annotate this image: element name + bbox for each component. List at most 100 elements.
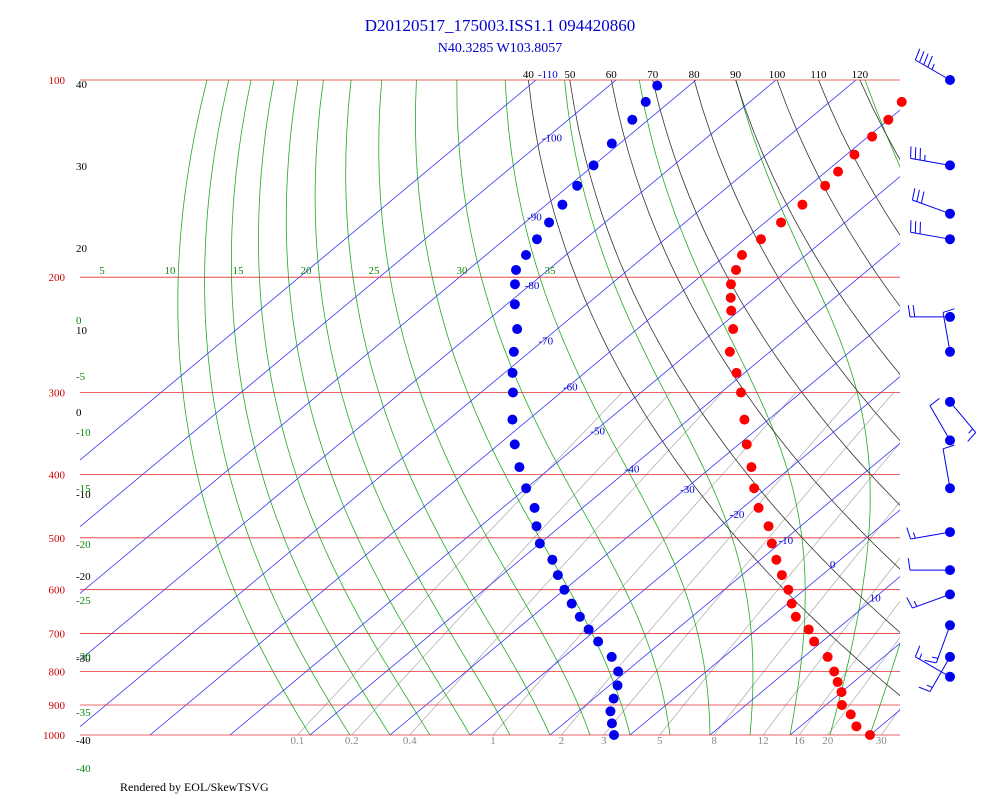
dewpoint-point — [572, 180, 583, 191]
theta-e-label-left: -5 — [76, 371, 86, 383]
wind-barb-flag — [907, 304, 911, 318]
temperature-point — [865, 730, 875, 740]
dewpoint-point — [507, 387, 518, 398]
pressure-label: 700 — [49, 629, 66, 641]
wind-barb-staff — [915, 656, 951, 678]
dewpoint-point — [574, 611, 585, 622]
moist-adiabat — [314, 80, 511, 735]
wind-barb-flag — [931, 63, 935, 70]
wind-barb-flag — [919, 653, 923, 660]
dry-adiabat — [693, 80, 900, 442]
theta-label-left: 40 — [76, 79, 88, 91]
isotherm — [309, 242, 900, 735]
wind-barb-flag — [920, 191, 925, 204]
theta-e-label-left: -30 — [76, 651, 91, 663]
wind-barb-flag — [913, 600, 918, 607]
mixing-ratio-label: 20 — [822, 735, 834, 747]
temperature-point — [822, 651, 833, 662]
theta-label-top: 60 — [606, 69, 618, 81]
isotherm-label: -80 — [525, 280, 540, 292]
mixing-ratio-line — [713, 501, 900, 735]
dewpoint-point — [605, 706, 616, 717]
wind-barb-staff — [910, 157, 951, 166]
temperature-point — [867, 131, 878, 142]
mixing-ratio-label: 0.2 — [345, 735, 359, 747]
temperature-point — [755, 234, 766, 245]
dewpoint-point — [547, 554, 558, 565]
mixing-ratio-label: 16 — [794, 735, 806, 747]
wind-barb-flag — [923, 53, 929, 65]
mixing-ratio-line — [561, 392, 857, 735]
mixing-ratio-line — [603, 392, 894, 735]
wind-barb-staff — [912, 593, 951, 609]
theta-label-top: 90 — [730, 69, 742, 81]
theta-e-label-left: -25 — [76, 595, 91, 607]
dewpoint-point — [531, 521, 542, 532]
temperature-point — [776, 570, 787, 581]
moist-adiabat — [638, 80, 806, 735]
temperature-point — [786, 598, 797, 609]
dry-adiabat — [652, 80, 900, 506]
mixing-ratio-line — [798, 600, 900, 735]
isotherms — [80, 80, 900, 735]
mixing-ratio-label: 30 — [876, 735, 888, 747]
theta-label-left: 20 — [76, 243, 88, 255]
dry-adiabat — [901, 80, 1000, 735]
dewpoint-point — [627, 114, 638, 125]
dewpoint-point — [640, 96, 651, 107]
dry-adiabat — [776, 80, 900, 307]
dewpoint-point — [606, 651, 617, 662]
theta-label-left: -20 — [76, 571, 91, 583]
wind-barb-staff — [910, 231, 951, 240]
dry-adiabat — [735, 80, 900, 375]
dewpoint-point — [531, 234, 542, 245]
mixing-ratio-line — [827, 636, 900, 735]
isotherm-label: -110 — [538, 69, 558, 81]
footer-credit: Rendered by EOL/SkewTSVG — [120, 780, 269, 794]
dry-adiabat — [818, 80, 900, 236]
wind-barb-flag — [924, 659, 937, 664]
pressure-label: 900 — [49, 700, 66, 712]
isotherm-label: -10 — [779, 535, 794, 547]
pressure-label: 600 — [49, 585, 66, 597]
isobars — [80, 79, 900, 736]
dry-adiabat — [528, 80, 900, 697]
theta-label-top: 80 — [689, 69, 701, 81]
moist-adiabat — [950, 80, 1000, 735]
temperature-point — [829, 666, 840, 677]
dewpoint-point — [507, 367, 518, 378]
temperature-point — [735, 387, 746, 398]
theta-e-label-top: 5 — [99, 265, 105, 277]
moist-adiabat — [258, 80, 431, 735]
theta-label-top: 110 — [810, 69, 827, 81]
theta-label-top: 50 — [564, 69, 576, 81]
temperature-point — [725, 292, 736, 303]
theta-label-left: 0 — [76, 407, 82, 419]
isotherm — [149, 109, 900, 735]
moist-adiabat — [990, 80, 1000, 735]
wind-barb-flag — [912, 532, 916, 539]
pressure-label: 300 — [49, 388, 66, 400]
temperature-point — [849, 149, 860, 160]
wind-barb-flag — [916, 189, 920, 202]
dewpoint-point — [509, 439, 520, 450]
wind-barb-flag — [919, 51, 925, 63]
isotherm-label: 0 — [830, 559, 836, 571]
wind-barb-staff — [942, 448, 951, 489]
dry-adiabat — [943, 80, 1000, 735]
dewpoint-point — [521, 483, 532, 494]
theta-label-left: -30 — [76, 653, 91, 665]
temperature-point — [739, 414, 750, 425]
temperature-point — [836, 687, 847, 698]
temperature-point — [803, 624, 814, 635]
temperature-point — [731, 367, 742, 378]
temperature-point — [724, 346, 735, 357]
temperature-point — [753, 502, 764, 513]
pressure-label: 800 — [49, 667, 66, 679]
theta-e-label-left: 0 — [76, 315, 82, 327]
theta-e-label-left: -20 — [76, 539, 91, 551]
dewpoint-point — [544, 217, 555, 228]
mixing-ratio-label: 0.4 — [403, 735, 417, 747]
temperature-point — [797, 199, 808, 210]
isotherm — [80, 80, 697, 594]
